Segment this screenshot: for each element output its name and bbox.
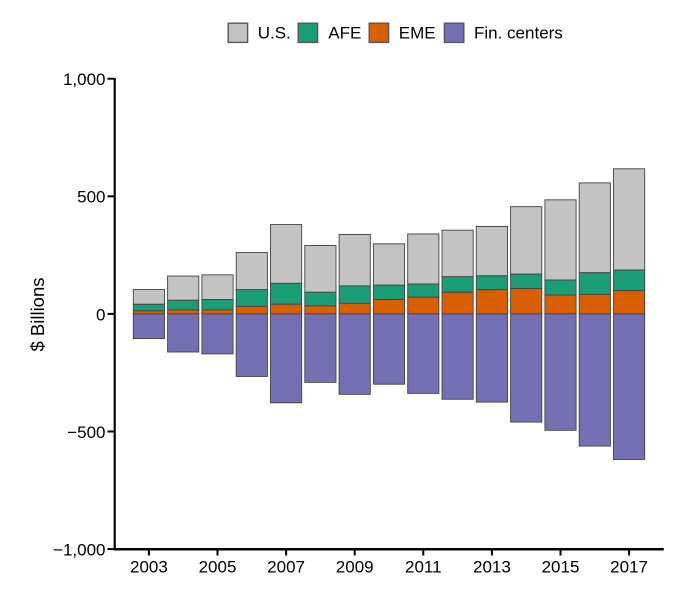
svg-text:−500: −500	[67, 423, 105, 442]
svg-text:2005: 2005	[199, 558, 237, 577]
svg-text:U.S.: U.S.	[258, 24, 291, 43]
svg-text:1,000: 1,000	[63, 70, 106, 89]
svg-text:Fin. centers: Fin. centers	[474, 24, 563, 43]
svg-text:0: 0	[96, 305, 105, 324]
svg-text:$ Billions: $ Billions	[27, 277, 48, 351]
svg-text:2007: 2007	[267, 558, 305, 577]
svg-text:EME: EME	[399, 24, 436, 43]
svg-text:AFE: AFE	[328, 24, 361, 43]
svg-text:500: 500	[77, 188, 105, 207]
svg-text:2003: 2003	[130, 558, 168, 577]
svg-text:2015: 2015	[542, 558, 580, 577]
svg-text:2017: 2017	[610, 558, 648, 577]
svg-text:2011: 2011	[405, 558, 442, 577]
svg-text:−1,000: −1,000	[53, 540, 105, 559]
svg-text:2013: 2013	[473, 558, 511, 577]
svg-text:2009: 2009	[336, 558, 374, 577]
